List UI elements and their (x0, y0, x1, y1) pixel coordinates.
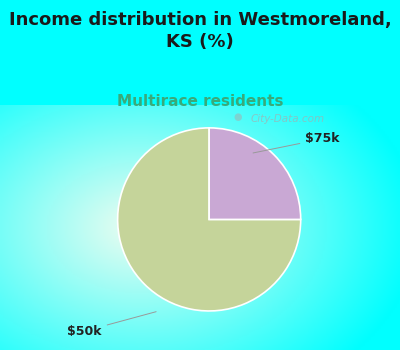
Wedge shape (209, 128, 301, 219)
Text: Multirace residents: Multirace residents (117, 94, 283, 110)
Text: $75k: $75k (253, 132, 340, 153)
Text: Income distribution in Westmoreland,
KS (%): Income distribution in Westmoreland, KS … (9, 10, 391, 51)
Text: ●: ● (234, 112, 242, 122)
Wedge shape (118, 128, 301, 311)
Text: $50k: $50k (67, 312, 156, 338)
Text: City-Data.com: City-Data.com (251, 114, 325, 124)
